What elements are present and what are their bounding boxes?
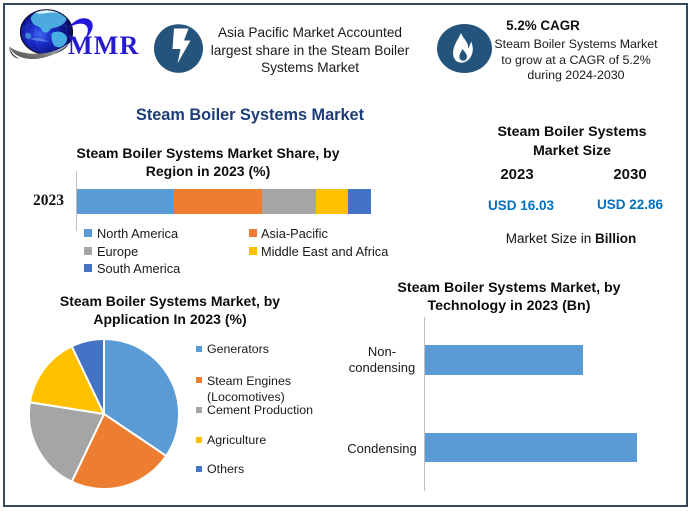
- svg-text:MMR: MMR: [68, 31, 139, 60]
